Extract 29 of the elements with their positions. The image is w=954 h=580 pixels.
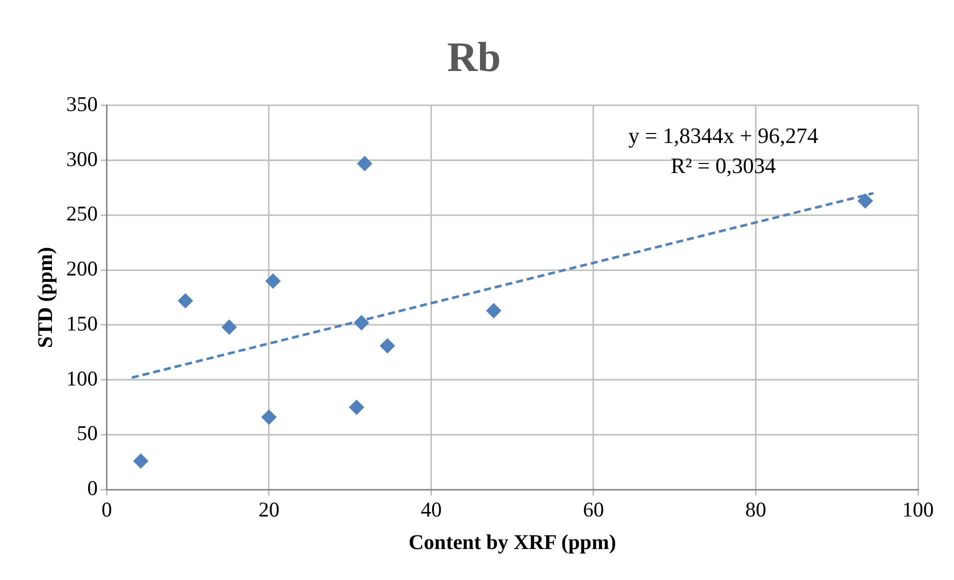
point bbox=[380, 338, 395, 354]
y-tick-label: 0 bbox=[87, 476, 98, 500]
y-axis-title: STD (ppm) bbox=[33, 247, 58, 348]
x-tick-label: 100 bbox=[902, 498, 934, 522]
y-tick-label: 350 bbox=[66, 92, 98, 116]
point bbox=[133, 454, 148, 469]
x-tick-label: 80 bbox=[745, 498, 766, 522]
y-tick-label: 50 bbox=[76, 421, 98, 446]
x-tick-label: 60 bbox=[582, 498, 604, 522]
point bbox=[349, 400, 364, 415]
chart-title: Rb bbox=[447, 35, 501, 82]
y-tick-label: 300 bbox=[66, 146, 98, 171]
point bbox=[261, 410, 276, 425]
y-tick-label: 250 bbox=[66, 202, 98, 226]
x-tick-label: 40 bbox=[420, 498, 442, 522]
point bbox=[222, 320, 237, 335]
point bbox=[357, 156, 372, 172]
y-tick-label: 200 bbox=[66, 256, 98, 281]
y-tick-label: 150 bbox=[66, 311, 98, 336]
point bbox=[354, 315, 369, 330]
y-tick-label: 100 bbox=[66, 366, 98, 390]
point bbox=[178, 293, 193, 308]
x-tick-label: 20 bbox=[258, 498, 280, 522]
annotation: y = 1,8344x + 96,274 bbox=[628, 123, 818, 148]
x-axis-title: Content by XRF (ppm) bbox=[408, 530, 616, 554]
point bbox=[266, 274, 281, 289]
annotation: R² = 0,3034 bbox=[670, 153, 776, 178]
point bbox=[486, 303, 502, 318]
point bbox=[858, 193, 873, 208]
